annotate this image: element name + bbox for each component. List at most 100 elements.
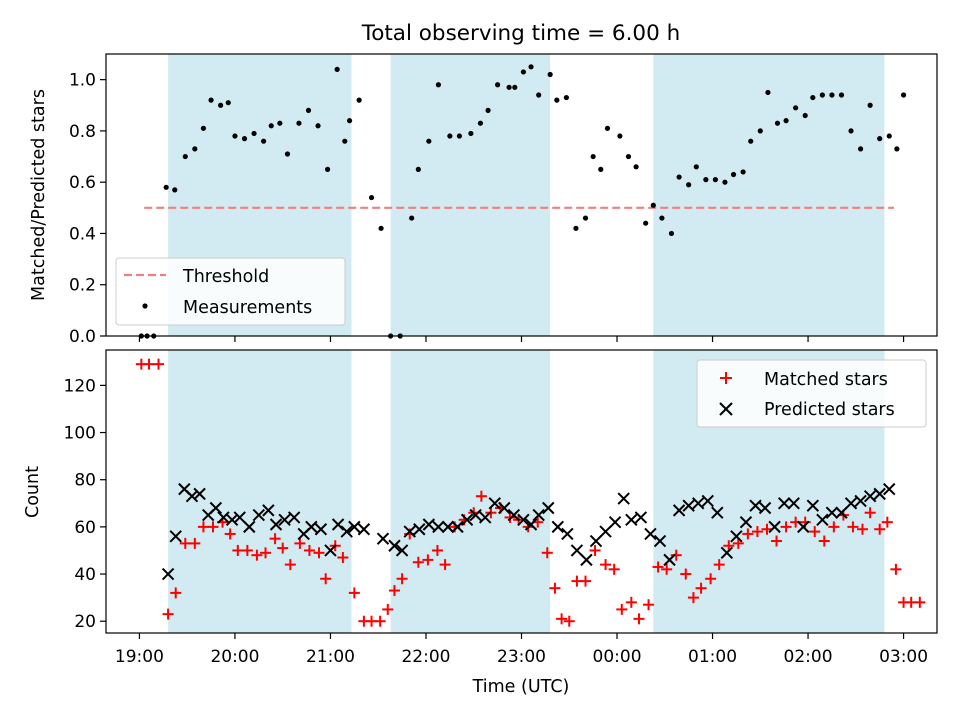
measurement-point [886, 133, 892, 139]
predicted-stars-point [376, 532, 390, 545]
y-tick-label: 1.0 [69, 71, 96, 91]
predicted-stars-point [185, 490, 199, 503]
measurements-series [138, 64, 907, 339]
predicted-stars-series [161, 482, 896, 581]
measurement-point [477, 120, 484, 126]
predicted-stars-point [777, 497, 791, 510]
x-tick-label: 23:00 [497, 647, 546, 667]
predicted-stars-point [758, 501, 772, 515]
matched-stars-point [382, 603, 394, 615]
y-tick-label: 0.0 [69, 327, 96, 347]
matched-stars-point [616, 603, 628, 615]
matched-stars-point [241, 544, 253, 556]
measurement-point [536, 92, 542, 98]
measurement-point [730, 171, 737, 178]
measurement-point [829, 92, 835, 98]
predicted-stars-point [749, 499, 762, 512]
top-panel-legend: Threshold Measurements [115, 257, 346, 326]
matched-stars-point [643, 599, 655, 611]
predicted-stars-point [672, 504, 686, 517]
predicted-stars-point [570, 544, 584, 557]
y-tick-label: 60 [74, 518, 96, 538]
shaded-interval-2 [390, 54, 551, 336]
matched-stars-point [224, 528, 236, 540]
y-tick-label: 0.2 [69, 276, 96, 296]
bottom-panel-y-label: Count [23, 466, 43, 518]
measurement-point [447, 133, 453, 139]
predicted-stars-point [287, 511, 301, 524]
predicted-stars-point [269, 518, 283, 531]
predicted-stars-point [806, 499, 820, 512]
legend-matched-label: Matched stars [764, 370, 888, 390]
predicted-stars-point [243, 520, 256, 534]
matched-stars-point [179, 537, 191, 549]
predicted-stars-point [469, 508, 482, 522]
legend-measurements-swatch [142, 303, 148, 309]
measurement-point [598, 166, 604, 172]
matched-stars-point [320, 573, 332, 585]
predicted-stars-point [739, 515, 753, 529]
matched-stars-point [197, 521, 209, 533]
measurement-point [409, 215, 415, 221]
matched-stars-point [337, 552, 349, 564]
legend-matched-swatch [720, 372, 732, 384]
measurement-point [512, 84, 518, 90]
predicted-stars-point [883, 482, 896, 496]
predicted-stars-point [787, 497, 800, 510]
predicted-stars-point [305, 520, 318, 534]
predicted-stars-point [653, 534, 667, 548]
matched-stars-point [856, 523, 868, 535]
measurement-point [554, 97, 560, 103]
matched-stars-point [251, 549, 263, 561]
matched-stars-point [439, 559, 451, 571]
matched-stars-point [303, 544, 315, 556]
matched-stars-point [563, 615, 575, 627]
x-tick-label: 21:00 [306, 647, 355, 667]
x-axis-label: Time (UTC) [472, 677, 570, 697]
predicted-stars-point [331, 518, 345, 531]
measurement-point [693, 164, 699, 170]
measurement-point [894, 146, 900, 152]
matched-stars-point [818, 535, 830, 547]
measurement-point [218, 102, 224, 108]
measurement-point [435, 82, 441, 88]
y-tick-label: 80 [74, 471, 96, 491]
top-panel: 0.0 0.2 0.4 0.6 0.8 1.0 Matched/Predicted sta… [29, 53, 938, 347]
measurement-point [268, 123, 274, 129]
matched-stars-point [284, 559, 296, 571]
predicted-stars-point [854, 494, 867, 508]
predicted-stars-point [542, 501, 555, 515]
measurement-point [342, 138, 348, 144]
matched-stars-point [625, 596, 637, 608]
top-panel-x-ticks [138, 336, 905, 342]
predicted-stars-point [711, 506, 724, 519]
matched-stars-point [579, 575, 591, 587]
matched-stars-point [589, 544, 601, 556]
measurement-point [200, 125, 207, 131]
measurement-point [172, 187, 178, 193]
measurement-point [650, 202, 656, 208]
measurement-point [485, 107, 491, 113]
matched-stars-point [374, 615, 386, 627]
measurement-point [590, 153, 596, 160]
predicted-stars-point [233, 511, 246, 524]
measurement-point [192, 146, 198, 152]
measurement-point [225, 100, 231, 106]
matched-stars-point [742, 528, 754, 540]
predicted-stars-point [844, 497, 858, 510]
legend-measurements-label: Measurements [183, 298, 312, 318]
predicted-stars-point [608, 515, 622, 529]
matched-stars-point [633, 613, 645, 625]
measurement-point [163, 184, 169, 190]
measurement-point [261, 138, 267, 144]
y-tick-label: 100 [64, 424, 96, 444]
matched-stars-point [771, 535, 783, 547]
predicted-stars-point [441, 520, 455, 534]
shaded-interval-3 [653, 54, 885, 336]
y-tick-label: 0.8 [69, 122, 96, 142]
predicted-stars-point [262, 504, 275, 517]
y-tick-label: 40 [74, 565, 96, 585]
matched-stars-point [890, 563, 902, 575]
matched-stars-point [422, 554, 434, 566]
measurement-point [563, 94, 569, 101]
